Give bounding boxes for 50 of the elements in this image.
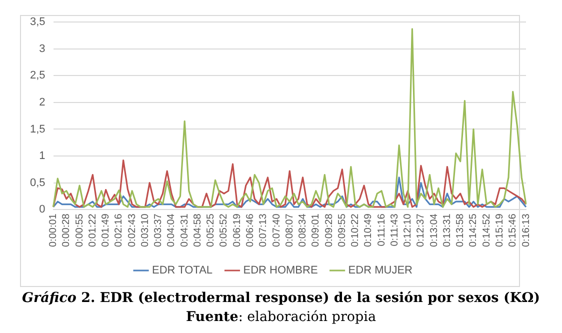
y-tick-label: 1 (39, 150, 46, 162)
y-tick-label: 0 (39, 204, 46, 216)
y-tick-label: 2 (39, 96, 46, 108)
x-tick-label: 0:04:58 (192, 213, 204, 248)
x-tick-label: 0:02:43 (126, 213, 138, 248)
x-tick-label: 0:12:37 (416, 213, 427, 248)
source-note: Fuente: elaboración propia (184, 308, 378, 327)
text: Gráfico 2. EDR (electrodermal response) de la sesión por sexos (KΩ) (20, 289, 542, 308)
x-tick-label: 0:14:25 (468, 213, 480, 248)
x-tick-label: 0:09:28 (324, 213, 335, 248)
x-tick-label: 0:11:43 (389, 213, 400, 246)
x-tick-label: 0:10:22 (350, 213, 362, 248)
x-tick-label: 0:00:55 (74, 213, 86, 248)
x-tick-label: 0:00:01 (48, 213, 60, 248)
x-tick-label: 0:03:37 (153, 213, 164, 248)
y-tick-label: 2,5 (30, 70, 46, 82)
legend-label: EDR HOMBRE (243, 264, 318, 277)
x-tick-label: 0:08:34 (298, 213, 309, 248)
x-tick-label: 0:09:55 (336, 213, 348, 248)
x-tick-label: 0:10:49 (363, 213, 374, 248)
x-tick-label: 0:02:16 (114, 213, 125, 248)
y-tick-label: 0,5 (30, 176, 46, 189)
x-tick-label: 0:15:46 (508, 213, 519, 248)
x-tick-label: 0:09:01 (310, 213, 322, 248)
x-tick-label: 0:16:13 (520, 213, 532, 248)
x-tick-label: 0:05:25 (206, 213, 217, 248)
x-tick-label: 0:01:22 (87, 213, 98, 248)
x-tick-label: 0:13:31 (442, 213, 453, 248)
x-tick-label: 0:04:31 (179, 213, 190, 248)
x-tick-label: 0:13:04 (428, 213, 440, 248)
y-tick-label: 3,5 (30, 16, 46, 28)
x-tick-label: 0:06:46 (245, 213, 256, 248)
x-tick-label: 0:05:52 (218, 213, 230, 248)
x-tick-label: 0:03:10 (140, 213, 151, 248)
x-tick-label: 0:07:13 (258, 213, 270, 248)
x-tick-label: 0:13:58 (455, 213, 466, 248)
x-tick-label: 0:14:52 (481, 213, 492, 248)
x-tick-label: 0:15:19 (494, 213, 506, 248)
legend-label: EDR TOTAL (152, 264, 213, 277)
y-tick-label: 3 (39, 42, 46, 55)
x-tick-label: 0:04:04 (166, 213, 178, 248)
x-tick-label: 0:08:07 (284, 213, 296, 248)
x-tick-label: 0:00:28 (61, 213, 72, 248)
y-tick-label: 1,5 (30, 123, 46, 136)
legend-label: EDR MUJER (348, 264, 413, 277)
x-tick-label: 0:11:16 (376, 213, 388, 246)
x-tick-label: 0:07:40 (271, 213, 282, 248)
x-tick-label: 0:12:10 (402, 213, 414, 248)
x-tick-label: 0:06:19 (232, 213, 243, 248)
x-tick-label: 0:01:49 (100, 213, 112, 248)
